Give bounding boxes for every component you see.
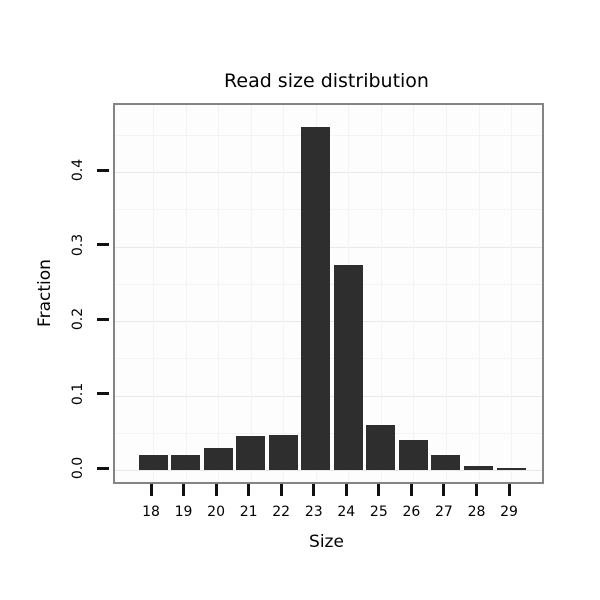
y-tick-label: 0.2 (70, 307, 86, 331)
bar-21 (236, 436, 266, 470)
bar-20 (203, 447, 233, 470)
y-tick-label: 0.0 (70, 456, 86, 480)
x-tick-label: 18 (142, 504, 160, 520)
gridline-vertical (445, 105, 447, 482)
x-tick (507, 484, 511, 496)
x-tick-label: 22 (272, 504, 291, 520)
x-tick-label: 23 (304, 504, 323, 520)
x-tick-label: 29 (500, 504, 518, 520)
x-tick (344, 484, 348, 496)
x-tick-label: 24 (337, 504, 356, 520)
x-tick-label: 25 (369, 504, 388, 520)
gridline-vertical (380, 105, 382, 482)
x-tick-label: 27 (435, 504, 453, 520)
bar-18 (138, 455, 168, 470)
y-axis-label: Fraction (35, 259, 55, 327)
x-tick-label: 28 (467, 504, 486, 520)
bar-19 (171, 455, 201, 470)
y-tick (97, 392, 109, 395)
gridline-vertical (478, 105, 480, 482)
bar-24 (333, 265, 363, 470)
x-tick-label: 20 (207, 504, 225, 520)
gridline-vertical (153, 105, 154, 482)
x-tick-label: 19 (174, 504, 193, 520)
x-tick-label: 26 (402, 504, 421, 520)
chart-title: Read size distribution (224, 70, 429, 92)
x-tick (475, 484, 478, 496)
plot-panel (113, 103, 544, 484)
bar-26 (398, 440, 428, 470)
x-tick (149, 484, 153, 496)
bar-28 (464, 466, 493, 470)
x-tick (247, 484, 251, 496)
gridline-vertical (283, 105, 285, 482)
bar-29 (496, 467, 526, 470)
gridline-vertical (413, 105, 415, 482)
bar-23 (301, 127, 331, 470)
x-tick (279, 484, 283, 496)
x-tick (409, 484, 413, 496)
gridline-vertical (218, 105, 220, 482)
y-tick (97, 466, 109, 470)
y-tick (97, 317, 109, 321)
x-tick (312, 484, 316, 496)
gridline-vertical (511, 105, 513, 482)
x-tick (182, 484, 186, 496)
y-tick (97, 168, 109, 172)
gridline-vertical (250, 105, 252, 482)
x-tick (377, 484, 381, 496)
gridline-vertical (185, 105, 187, 482)
y-tick-label: 0.3 (70, 233, 86, 256)
x-tick (442, 484, 446, 496)
gridline-major (115, 470, 542, 471)
y-tick (97, 243, 109, 246)
y-tick-label: 0.4 (70, 158, 86, 182)
x-tick (214, 484, 218, 496)
bar-22 (268, 435, 298, 470)
bar-27 (431, 455, 461, 470)
y-tick-label: 0.1 (70, 382, 86, 405)
x-tick-label: 21 (239, 504, 258, 520)
bar-25 (366, 425, 396, 470)
x-axis-label: Size (309, 532, 344, 552)
